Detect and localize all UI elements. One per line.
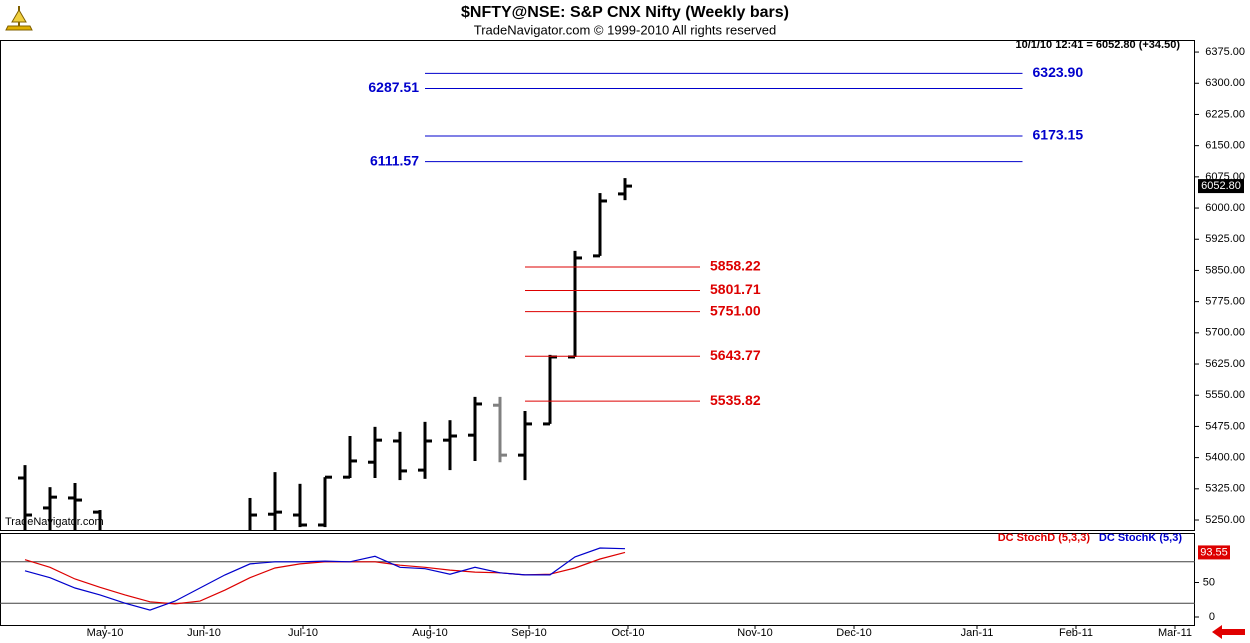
chart-subtitle: TradeNavigator.com © 1999-2010 All right… xyxy=(474,22,776,37)
y-tick-label: 0 xyxy=(1209,611,1215,623)
y-tick-label: 5925.00 xyxy=(1205,233,1245,245)
y-tick-label: 6000.00 xyxy=(1205,202,1245,214)
last-value-box xyxy=(1198,545,1230,560)
chart-title: $NFTY@NSE: S&P CNX Nifty (Weekly bars) xyxy=(461,4,789,21)
level-label: 6323.90 xyxy=(1033,64,1084,80)
y-tick-label: 5400.00 xyxy=(1205,452,1245,464)
y-tick-label: 5775.00 xyxy=(1205,296,1245,308)
level-label: 5858.22 xyxy=(710,258,761,274)
y-tick-label: 5850.00 xyxy=(1205,264,1245,276)
last-price-label: 6052.80 xyxy=(1201,180,1241,192)
series-line xyxy=(24,547,626,611)
x-tick-label: Sep-10 xyxy=(511,627,546,639)
x-tick-label: May-10 xyxy=(87,627,124,639)
x-tick-label: Feb-11 xyxy=(1059,627,1093,639)
x-tick-label: Jan-11 xyxy=(961,627,994,639)
x-tick-label: Oct-10 xyxy=(611,627,644,639)
price-plot xyxy=(18,178,632,530)
x-tick-label: Dec-10 xyxy=(836,627,871,639)
last-price-box xyxy=(1198,179,1244,194)
y-tick-label: 50 xyxy=(1203,576,1215,588)
level-label: 5801.71 xyxy=(710,281,761,297)
level-label: 5643.77 xyxy=(710,347,761,363)
y-tick-label: 6375.00 xyxy=(1205,46,1245,58)
quote: 10/1/10 12:41 = 6052.80 (+34.50) xyxy=(1015,39,1180,51)
y-tick-label: 5250.00 xyxy=(1205,514,1245,526)
y-tick-label: 5700.00 xyxy=(1205,327,1245,339)
x-tick-label: Mar-11 xyxy=(1158,627,1192,639)
logo xyxy=(5,6,33,31)
y-tick-label: 5625.00 xyxy=(1205,358,1245,370)
y-tick-label: 6300.00 xyxy=(1205,77,1245,89)
level-label: 6287.51 xyxy=(368,79,419,95)
level-label: 5535.82 xyxy=(710,392,761,408)
legend-entry: DC StochK (5,3) xyxy=(1099,532,1182,544)
main-panel xyxy=(0,40,1195,531)
y-tick-label: 5475.00 xyxy=(1205,420,1245,432)
lower-panel xyxy=(0,533,1195,626)
legend-entry: DC StochD (5,3,3) xyxy=(998,532,1091,544)
x-tick-label: Jun-10 xyxy=(187,627,221,639)
last-value-label: 93.55 xyxy=(1200,546,1228,558)
x-tick-label: Jul-10 xyxy=(288,627,318,639)
level-label: 5751.00 xyxy=(710,302,761,318)
watermark: TradeNavigator.com xyxy=(5,516,104,528)
x-tick-label: Nov-10 xyxy=(737,627,772,639)
y-tick-label: 5325.00 xyxy=(1205,483,1245,495)
y-tick-label: 5550.00 xyxy=(1205,389,1245,401)
x-tick-label: Aug-10 xyxy=(412,627,447,639)
y-tick-label: 6225.00 xyxy=(1205,108,1245,120)
level-label: 6173.15 xyxy=(1033,127,1084,143)
scroll-arrow[interactable] xyxy=(1212,625,1245,639)
y-tick-label: 6150.00 xyxy=(1205,140,1245,152)
level-label: 6111.57 xyxy=(370,152,419,168)
